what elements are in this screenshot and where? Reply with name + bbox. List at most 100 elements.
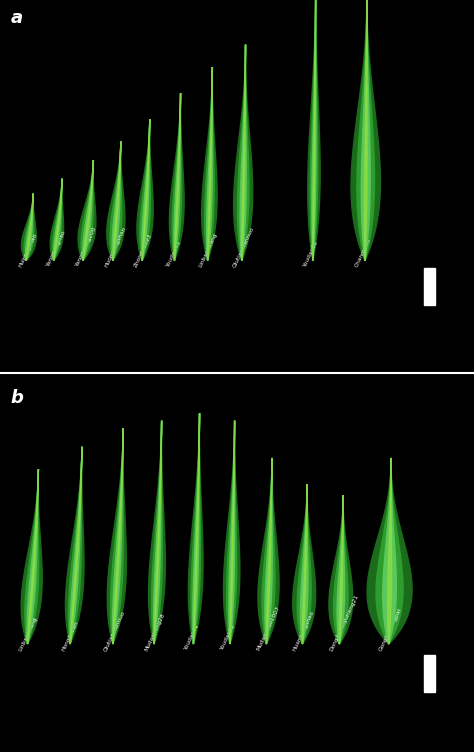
Polygon shape: [301, 484, 308, 644]
Polygon shape: [293, 484, 316, 644]
Text: Huirongzhao: Huirongzhao: [18, 232, 38, 268]
Polygon shape: [361, 0, 370, 261]
Polygon shape: [81, 160, 93, 261]
Text: Youdao41: Youdao41: [183, 624, 200, 652]
Polygon shape: [21, 193, 36, 261]
Polygon shape: [334, 495, 348, 644]
Polygon shape: [201, 67, 217, 261]
Polygon shape: [237, 44, 249, 261]
Polygon shape: [313, 0, 316, 261]
Polygon shape: [383, 458, 396, 644]
Polygon shape: [70, 447, 82, 644]
Polygon shape: [26, 193, 33, 261]
Text: Huongongshan: Huongongshan: [104, 226, 128, 268]
Polygon shape: [50, 179, 64, 261]
Polygon shape: [240, 44, 246, 261]
Polygon shape: [376, 458, 403, 644]
Polygon shape: [24, 193, 34, 261]
Polygon shape: [227, 420, 237, 644]
Polygon shape: [265, 458, 272, 644]
Polygon shape: [142, 119, 150, 261]
Text: Linbaokuang: Linbaokuang: [198, 232, 219, 268]
Polygon shape: [302, 484, 307, 644]
Polygon shape: [193, 414, 200, 644]
Polygon shape: [54, 179, 62, 261]
Polygon shape: [112, 141, 121, 261]
Polygon shape: [207, 67, 212, 261]
Text: DongAorenyuneng21: DongAorenyuneng21: [329, 593, 360, 652]
Polygon shape: [21, 469, 42, 644]
Text: Qiutianxiannuo: Qiutianxiannuo: [103, 609, 126, 652]
Polygon shape: [205, 67, 214, 261]
Polygon shape: [26, 193, 33, 261]
Polygon shape: [154, 420, 162, 644]
Text: GongjiaGongpai: GongjiaGongpai: [378, 607, 402, 652]
Text: Youdao43: Youdao43: [165, 240, 182, 268]
Text: Mudanjiang28: Mudanjiang28: [144, 612, 166, 652]
Polygon shape: [188, 414, 203, 644]
Polygon shape: [113, 428, 123, 644]
Polygon shape: [70, 447, 82, 644]
Polygon shape: [27, 469, 38, 644]
Polygon shape: [169, 93, 184, 261]
Text: Youdao12: Youdao12: [219, 624, 236, 652]
Polygon shape: [266, 458, 272, 644]
Polygon shape: [208, 67, 212, 261]
Bar: [424, 268, 435, 305]
Polygon shape: [110, 428, 123, 644]
Polygon shape: [388, 458, 392, 644]
Polygon shape: [152, 420, 163, 644]
Polygon shape: [54, 179, 62, 261]
Polygon shape: [27, 469, 38, 644]
Polygon shape: [154, 420, 162, 644]
Polygon shape: [83, 160, 93, 261]
Text: Hongjiuzan: Hongjiuzan: [61, 620, 79, 652]
Polygon shape: [329, 495, 353, 644]
Text: Qiutianxiannuo: Qiutianxiannuo: [232, 226, 255, 268]
Text: b: b: [10, 389, 23, 407]
Polygon shape: [68, 447, 82, 644]
Polygon shape: [191, 414, 201, 644]
Polygon shape: [174, 93, 181, 261]
Polygon shape: [351, 0, 381, 261]
Polygon shape: [193, 414, 200, 644]
Polygon shape: [337, 495, 345, 644]
Polygon shape: [140, 119, 150, 261]
Polygon shape: [308, 0, 320, 261]
Polygon shape: [242, 44, 246, 261]
Text: Huangongshao: Huangongshao: [292, 610, 315, 652]
Polygon shape: [174, 93, 181, 261]
Text: Youdao08: Youdao08: [302, 240, 319, 268]
Polygon shape: [65, 447, 84, 644]
Polygon shape: [112, 428, 123, 644]
Polygon shape: [229, 420, 235, 644]
Text: Mudanzhao1007: Mudanzhao1007: [256, 605, 281, 652]
Polygon shape: [83, 160, 93, 261]
Text: Zhongzuo93: Zhongzuo93: [134, 233, 154, 268]
Polygon shape: [310, 0, 318, 261]
Polygon shape: [365, 0, 367, 261]
Polygon shape: [107, 428, 127, 644]
Polygon shape: [142, 119, 150, 261]
Polygon shape: [148, 420, 165, 644]
Polygon shape: [230, 420, 235, 644]
Polygon shape: [234, 44, 253, 261]
Polygon shape: [52, 179, 62, 261]
Polygon shape: [113, 141, 121, 261]
Polygon shape: [78, 160, 96, 261]
Polygon shape: [312, 0, 316, 261]
Polygon shape: [223, 420, 240, 644]
Polygon shape: [172, 93, 182, 261]
Text: a: a: [10, 9, 23, 27]
Polygon shape: [339, 495, 343, 644]
Polygon shape: [297, 484, 311, 644]
Text: Yanggenghao: Yanggenghao: [46, 230, 67, 268]
Polygon shape: [25, 469, 39, 644]
Polygon shape: [110, 141, 122, 261]
Text: Yangguang200: Yangguang200: [75, 226, 98, 268]
Polygon shape: [137, 119, 153, 261]
Bar: [424, 655, 435, 693]
Polygon shape: [367, 458, 412, 644]
Polygon shape: [258, 458, 279, 644]
Polygon shape: [107, 141, 125, 261]
